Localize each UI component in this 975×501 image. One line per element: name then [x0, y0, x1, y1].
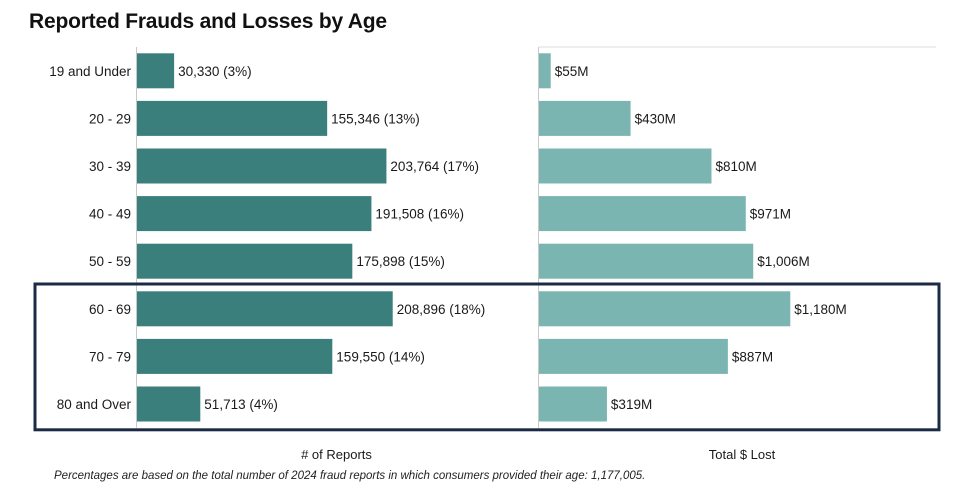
- losses-bar: [539, 338, 728, 374]
- losses-bar: [539, 100, 631, 136]
- category-label: 40 - 49: [89, 207, 131, 222]
- losses-data-label: $55M: [555, 64, 589, 79]
- category-label: 20 - 29: [89, 111, 131, 126]
- category-label: 70 - 79: [89, 349, 131, 364]
- reports-data-label: 208,896 (18%): [397, 302, 486, 317]
- reports-bar: [137, 386, 201, 422]
- losses-panel: $55M $430M $810M $971M $1,006M $1,180M $887M $3…: [539, 53, 847, 462]
- losses-bar: [539, 196, 746, 232]
- reports-bar: [137, 148, 387, 184]
- losses-data-label: $1,180M: [794, 302, 847, 317]
- highlight-layer: [33, 282, 941, 432]
- losses-bar: [539, 291, 791, 327]
- category-label: 50 - 59: [89, 254, 131, 269]
- reports-data-label: 30,330 (3%): [178, 64, 252, 79]
- reports-data-label: 203,764 (17%): [390, 159, 479, 174]
- reports-bar: [137, 243, 353, 279]
- axis-layer: [136, 46, 936, 428]
- losses-bar: [539, 386, 607, 422]
- losses-bar: [539, 243, 754, 279]
- reports-bar: [137, 338, 333, 374]
- losses-axis-title: Total $ Lost: [709, 447, 776, 462]
- losses-data-label: $971M: [750, 207, 791, 222]
- category-label: 30 - 39: [89, 159, 131, 174]
- reports-data-label: 51,713 (4%): [204, 397, 278, 412]
- reports-bar: [137, 291, 393, 327]
- reports-data-label: 175,898 (15%): [356, 254, 445, 269]
- category-label: 60 - 69: [89, 302, 131, 317]
- reports-panel: 30,330 (3%) 155,346 (13%) 203,764 (17%) 191…: [137, 53, 485, 462]
- category-labels: 19 and Under 20 - 29 30 - 39 40 - 49 50 - 59…: [49, 64, 131, 412]
- highlight-box: [33, 282, 941, 432]
- reports-data-label: 155,346 (13%): [331, 111, 420, 126]
- reports-axis-title: # of Reports: [301, 447, 372, 462]
- category-label: 80 and Over: [57, 397, 132, 412]
- losses-data-label: $430M: [635, 111, 676, 126]
- chart-title: Reported Frauds and Losses by Age: [29, 10, 387, 33]
- reports-bar: [137, 53, 175, 89]
- reports-bar: [137, 196, 372, 232]
- footnote: Percentages are based on the total numbe…: [54, 470, 646, 482]
- losses-data-label: $1,006M: [757, 254, 810, 269]
- losses-data-label: $319M: [611, 397, 652, 412]
- losses-bar: [539, 148, 712, 184]
- reports-data-label: 191,508 (16%): [375, 207, 464, 222]
- reports-data-label: 159,550 (14%): [336, 349, 425, 364]
- losses-bar: [539, 53, 551, 89]
- losses-data-label: $887M: [732, 349, 773, 364]
- category-label: 19 and Under: [49, 64, 131, 79]
- reports-bar: [137, 100, 328, 136]
- losses-data-label: $810M: [715, 159, 756, 174]
